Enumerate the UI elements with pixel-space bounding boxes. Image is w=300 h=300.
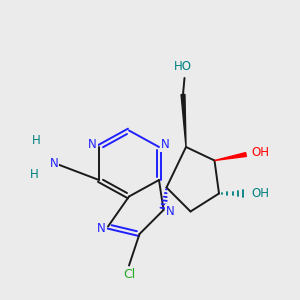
Text: N: N xyxy=(97,221,106,235)
Polygon shape xyxy=(214,153,246,160)
Text: OH: OH xyxy=(251,187,269,200)
Polygon shape xyxy=(181,94,186,147)
Text: H: H xyxy=(30,167,39,181)
Text: N: N xyxy=(88,138,97,151)
Text: N: N xyxy=(166,205,175,218)
Text: HO: HO xyxy=(174,60,192,73)
Text: Cl: Cl xyxy=(123,268,135,281)
Text: H: H xyxy=(32,134,40,148)
Text: N: N xyxy=(50,157,58,170)
Text: OH: OH xyxy=(251,146,269,159)
Text: N: N xyxy=(161,138,170,151)
